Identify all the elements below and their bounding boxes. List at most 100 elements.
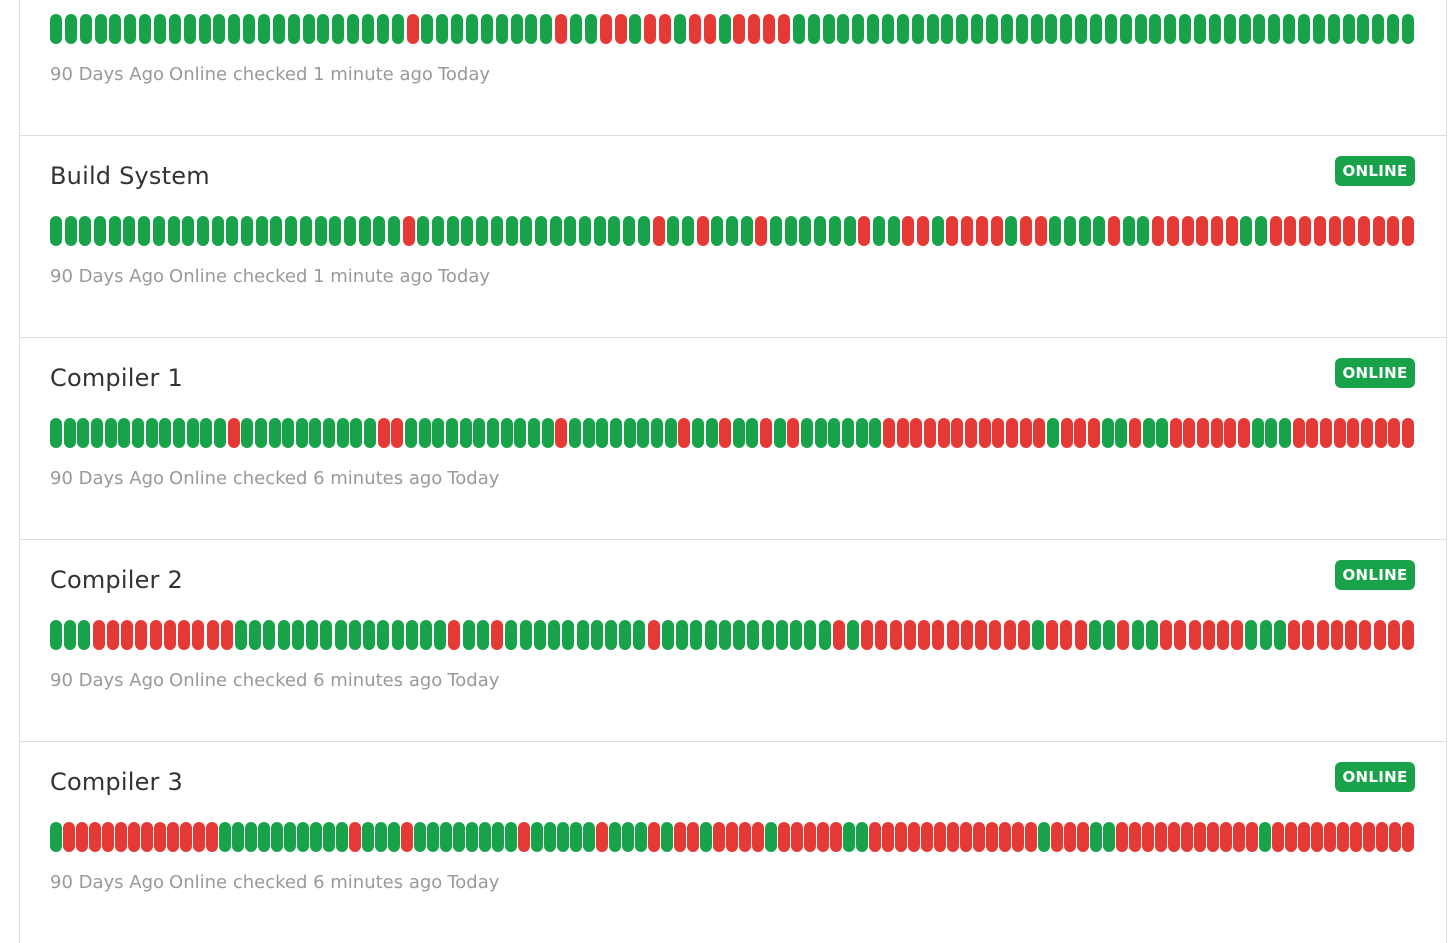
uptime-day-up[interactable] [420, 620, 433, 650]
uptime-day-down[interactable] [1350, 822, 1362, 852]
uptime-day-down[interactable] [861, 620, 874, 650]
uptime-day-up[interactable] [1238, 14, 1251, 44]
uptime-day-up[interactable] [661, 822, 673, 852]
uptime-day-up[interactable] [476, 216, 489, 246]
uptime-day-down[interactable] [1359, 620, 1372, 650]
uptime-day-down[interactable] [1051, 822, 1063, 852]
uptime-day-up[interactable] [590, 620, 603, 650]
uptime-day-up[interactable] [200, 418, 213, 448]
uptime-day-up[interactable] [255, 216, 268, 246]
uptime-day-down[interactable] [644, 14, 657, 44]
uptime-day-up[interactable] [505, 216, 518, 246]
uptime-day-down[interactable] [1128, 418, 1141, 448]
uptime-day-up[interactable] [583, 822, 595, 852]
uptime-day-up[interactable] [732, 418, 745, 448]
uptime-day-up[interactable] [302, 14, 315, 44]
uptime-day-down[interactable] [1402, 216, 1414, 246]
uptime-day-up[interactable] [846, 620, 859, 650]
uptime-day-up[interactable] [637, 216, 650, 246]
uptime-day-down[interactable] [1155, 822, 1167, 852]
uptime-day-up[interactable] [50, 620, 62, 650]
uptime-day-down[interactable] [1347, 418, 1360, 448]
uptime-day-up[interactable] [168, 14, 181, 44]
uptime-day-up[interactable] [1103, 620, 1116, 650]
uptime-day-down[interactable] [804, 822, 816, 852]
uptime-day-down[interactable] [555, 418, 568, 448]
uptime-day-up[interactable] [145, 418, 158, 448]
uptime-day-up[interactable] [258, 822, 270, 852]
uptime-day-down[interactable] [903, 620, 916, 650]
uptime-day-up[interactable] [268, 418, 281, 448]
uptime-day-down[interactable] [778, 14, 790, 44]
uptime-day-down[interactable] [752, 822, 764, 852]
uptime-day-up[interactable] [804, 620, 817, 650]
uptime-day-up[interactable] [123, 216, 136, 246]
uptime-day-up[interactable] [50, 418, 62, 448]
uptime-day-up[interactable] [1387, 14, 1400, 44]
uptime-day-up[interactable] [700, 822, 712, 852]
uptime-day-down[interactable] [999, 822, 1011, 852]
uptime-day-up[interactable] [375, 822, 387, 852]
uptime-day-down[interactable] [193, 822, 205, 852]
uptime-day-up[interactable] [347, 14, 360, 44]
uptime-day-down[interactable] [1025, 822, 1037, 852]
uptime-day-down[interactable] [1188, 620, 1201, 650]
uptime-day-up[interactable] [295, 418, 308, 448]
uptime-day-down[interactable] [917, 216, 930, 246]
uptime-day-down[interactable] [1285, 822, 1297, 852]
uptime-day-up[interactable] [500, 418, 513, 448]
uptime-day-up[interactable] [1357, 14, 1370, 44]
uptime-day-up[interactable] [1064, 216, 1076, 246]
uptime-day-down[interactable] [1064, 822, 1076, 852]
uptime-day-up[interactable] [139, 14, 152, 44]
uptime-day-down[interactable] [1210, 216, 1223, 246]
uptime-day-up[interactable] [761, 620, 774, 650]
uptime-day-up[interactable] [172, 418, 185, 448]
uptime-day-down[interactable] [961, 216, 974, 246]
uptime-day-down[interactable] [1060, 620, 1073, 650]
uptime-day-up[interactable] [309, 418, 322, 448]
uptime-day-up[interactable] [332, 14, 345, 44]
uptime-day-down[interactable] [102, 822, 114, 852]
uptime-day-down[interactable] [696, 216, 709, 246]
uptime-day-down[interactable] [964, 418, 977, 448]
uptime-day-up[interactable] [505, 620, 518, 650]
uptime-day-down[interactable] [932, 620, 945, 650]
uptime-day-up[interactable] [183, 14, 196, 44]
uptime-day-up[interactable] [64, 620, 77, 650]
uptime-day-up[interactable] [388, 216, 400, 246]
uptime-day-up[interactable] [733, 620, 746, 650]
uptime-day-down[interactable] [555, 14, 568, 44]
uptime-day-up[interactable] [492, 822, 504, 852]
uptime-day-down[interactable] [1194, 822, 1206, 852]
uptime-day-up[interactable] [690, 620, 703, 650]
uptime-day-up[interactable] [1000, 14, 1013, 44]
uptime-day-up[interactable] [622, 822, 634, 852]
uptime-day-up[interactable] [263, 620, 276, 650]
uptime-day-down[interactable] [1306, 418, 1319, 448]
uptime-day-up[interactable] [1208, 14, 1221, 44]
uptime-day-up[interactable] [446, 216, 459, 246]
uptime-day-down[interactable] [648, 822, 660, 852]
uptime-day-down[interactable] [180, 822, 192, 852]
uptime-day-up[interactable] [1060, 14, 1073, 44]
uptime-day-down[interactable] [1298, 822, 1310, 852]
uptime-day-up[interactable] [661, 620, 674, 650]
uptime-day-down[interactable] [1284, 216, 1297, 246]
uptime-day-up[interactable] [576, 620, 589, 650]
uptime-day-up[interactable] [108, 216, 121, 246]
uptime-day-up[interactable] [593, 216, 606, 246]
uptime-day-up[interactable] [1119, 14, 1132, 44]
uptime-day-down[interactable] [875, 620, 888, 650]
uptime-day-down[interactable] [1288, 620, 1301, 650]
uptime-day-up[interactable] [931, 216, 944, 246]
uptime-day-up[interactable] [887, 216, 900, 246]
uptime-day-down[interactable] [391, 418, 404, 448]
uptime-day-up[interactable] [747, 620, 760, 650]
uptime-day-down[interactable] [1324, 822, 1336, 852]
uptime-day-down[interactable] [1246, 822, 1258, 852]
uptime-day-up[interactable] [64, 14, 77, 44]
uptime-day-down[interactable] [895, 822, 907, 852]
uptime-day-up[interactable] [182, 216, 195, 246]
uptime-day-up[interactable] [1268, 14, 1281, 44]
